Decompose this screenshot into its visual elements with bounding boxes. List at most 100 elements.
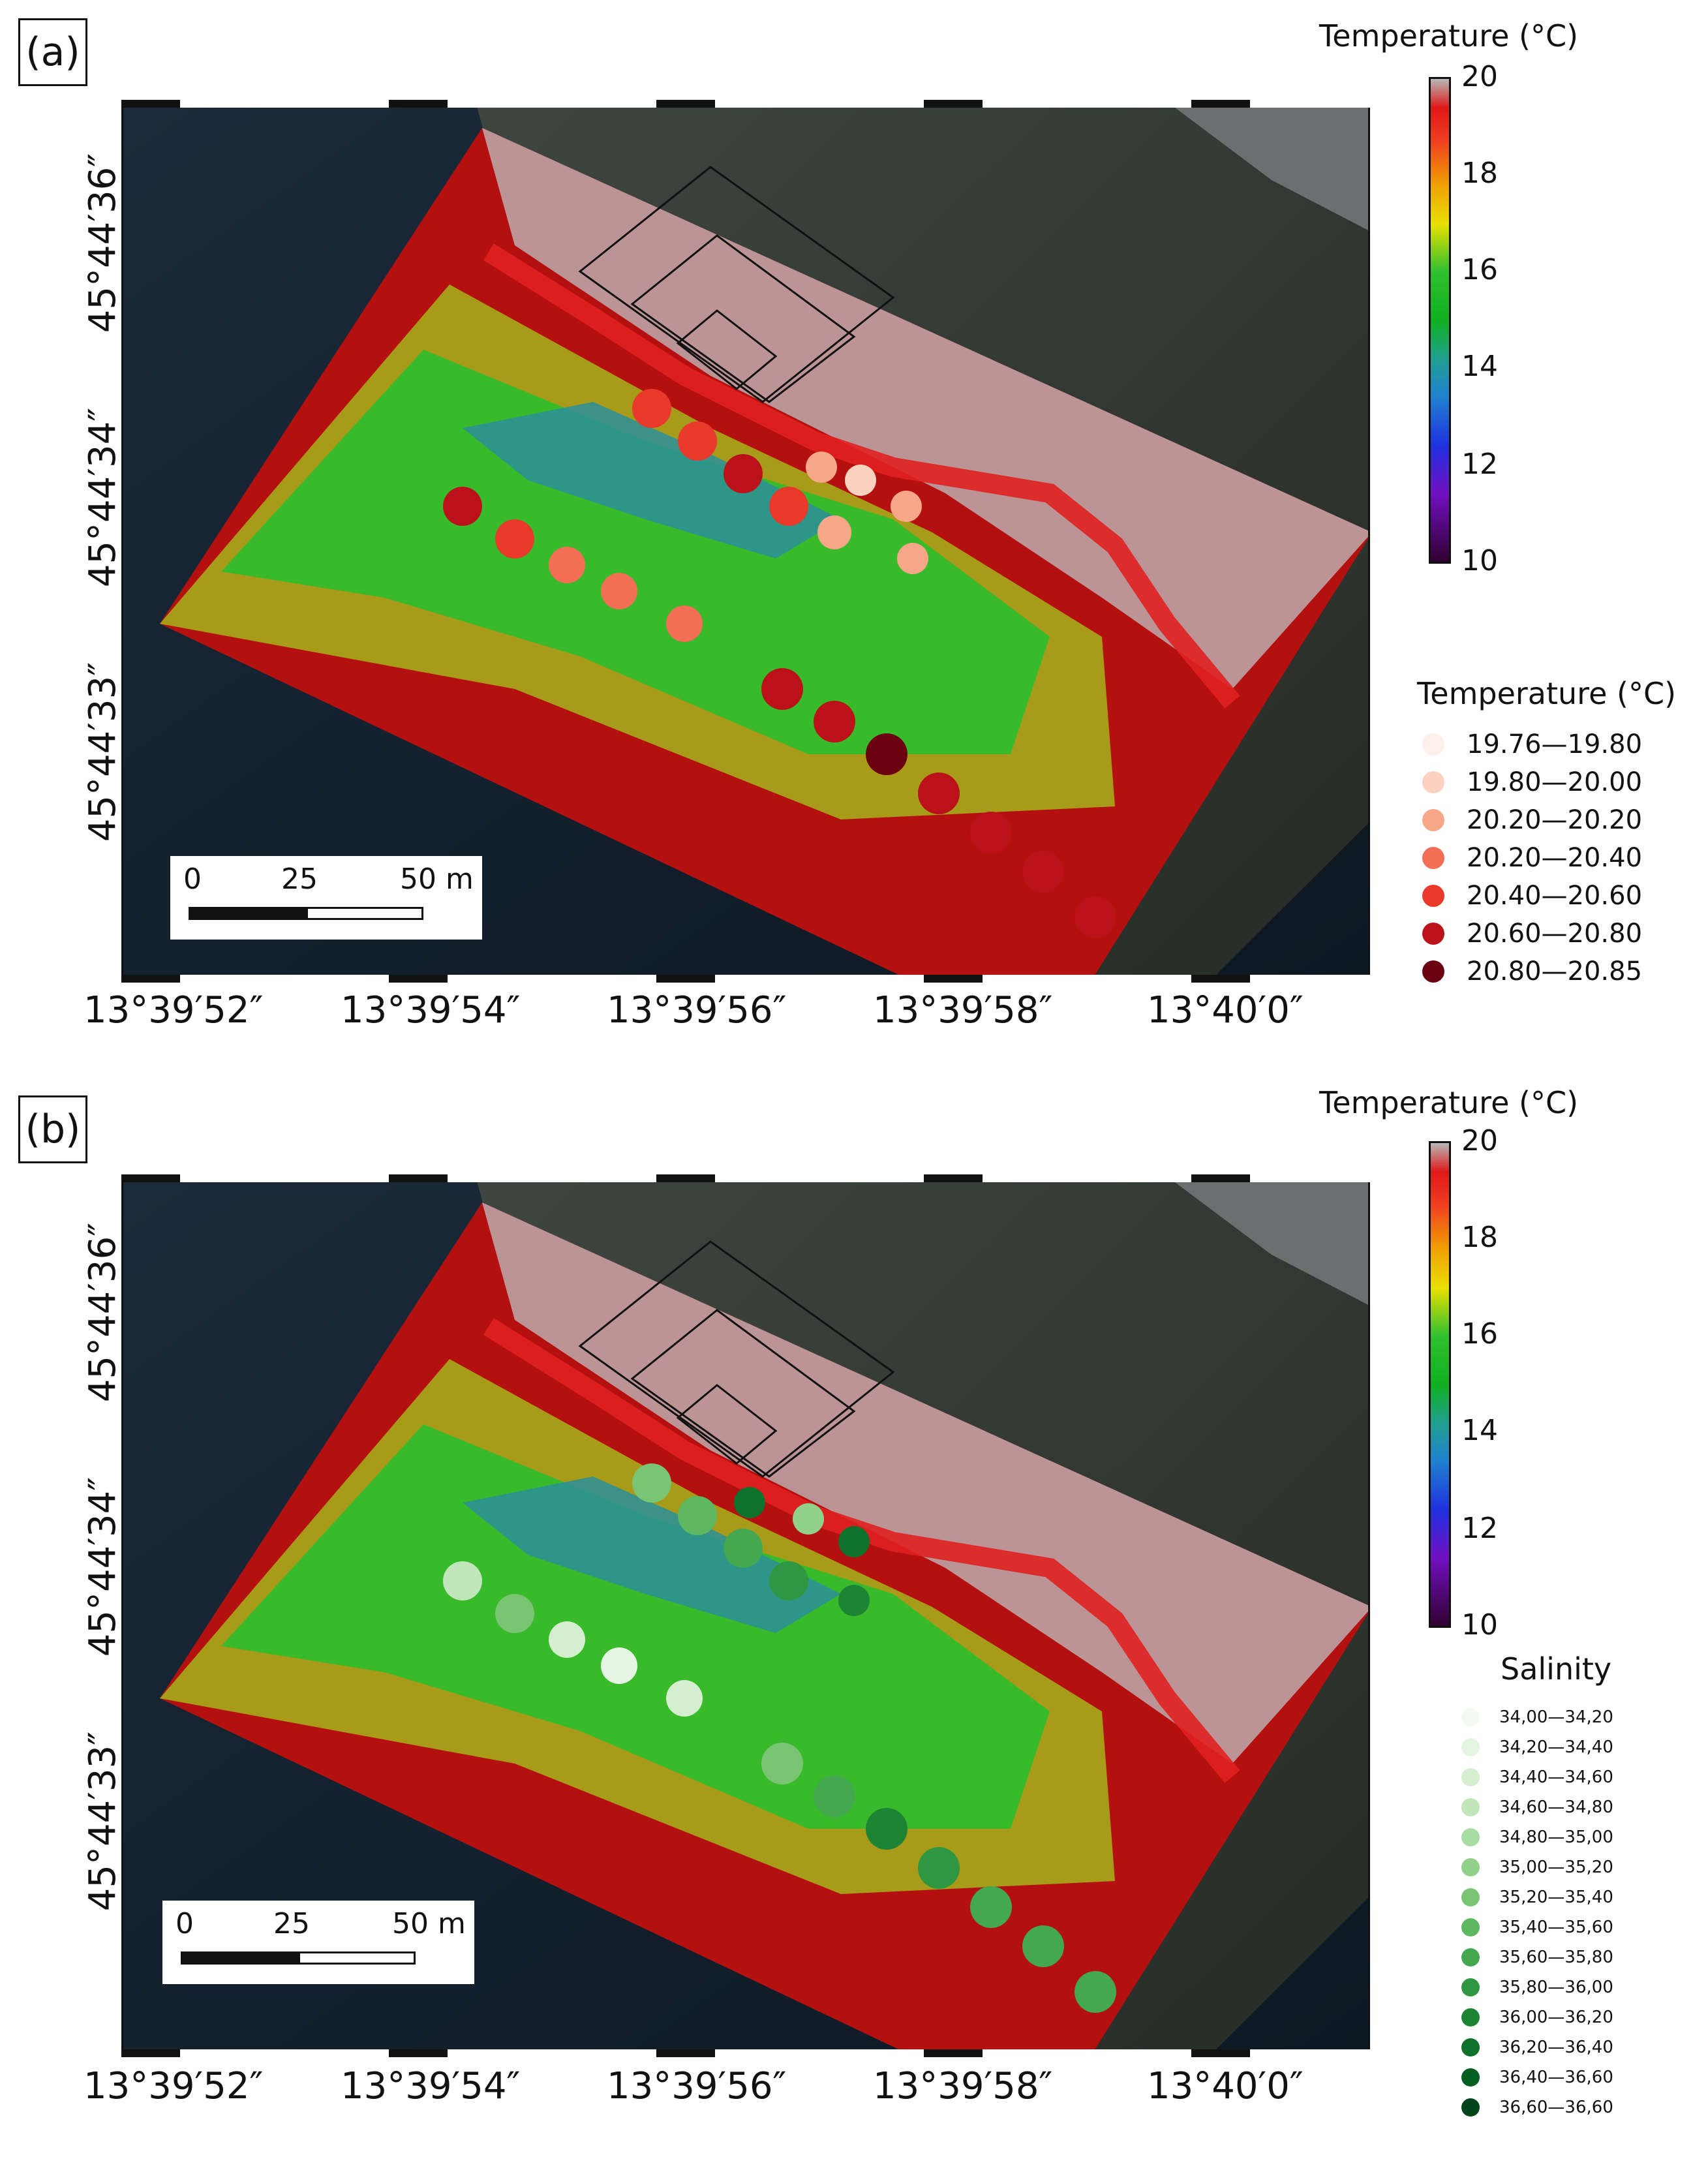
temperature-colorbar: [1429, 77, 1451, 564]
legend-label: 36,40—36,60: [1499, 2068, 1613, 2087]
legend-label: 36,60—36,60: [1499, 2098, 1613, 2117]
legend-swatch: [1422, 847, 1444, 869]
lat-label: 45°44′36″: [82, 153, 125, 333]
map-frame-bottom: [121, 975, 1370, 983]
legend-label: 20.80—20.85: [1467, 956, 1643, 987]
sampling-point: [793, 1503, 824, 1535]
legend-swatch: [1461, 1798, 1480, 1816]
scale-tick-50: 50 m: [400, 863, 474, 896]
legend-item: 20.80—20.85: [1422, 956, 1642, 987]
colorbar-title: Temperature (°C): [1319, 1085, 1579, 1120]
legend-item: 36,60—36,60: [1461, 2098, 1613, 2117]
sampling-point: [549, 1621, 585, 1658]
sampling-point: [769, 487, 808, 526]
panel-a: (a): [0, 0, 1708, 1078]
legend-label: 34,20—34,40: [1499, 1737, 1613, 1757]
legend-label: 34,80—35,00: [1499, 1828, 1613, 1847]
panel-label: (a): [18, 18, 87, 86]
sampling-point: [495, 1594, 534, 1633]
legend-swatch: [1422, 923, 1444, 945]
analysis-box-medium: [630, 234, 856, 403]
legend-swatch: [1422, 885, 1444, 907]
thermal-map[interactable]: 0 25 50 m: [121, 100, 1370, 983]
legend-item: 36,00—36,20: [1461, 2008, 1613, 2027]
legend-swatch: [1461, 2098, 1480, 2117]
legend-item: 20.40—20.60: [1422, 881, 1642, 911]
sampling-point: [769, 1561, 808, 1600]
sampling-point: [897, 543, 928, 574]
sampling-point: [814, 1775, 855, 1817]
lat-label: 45°44′36″: [82, 1222, 125, 1403]
legend-title: Temperature (°C): [1417, 676, 1677, 711]
lon-label: 13°39′54″: [341, 989, 521, 1032]
sampling-point: [918, 773, 960, 814]
scale-tick-0: 0: [175, 1907, 194, 1940]
sampling-point: [866, 1808, 907, 1850]
legend-label: 35,80—36,00: [1499, 1978, 1613, 1997]
legend-label: 35,00—35,20: [1499, 1858, 1613, 1877]
legend-item: 34,80—35,00: [1461, 1828, 1613, 1847]
lon-label: 13°39′58″: [873, 2065, 1053, 2107]
legend-swatch: [1461, 1828, 1480, 1846]
sampling-point: [761, 1743, 803, 1784]
sampling-point: [1022, 1925, 1064, 1967]
sampling-point: [678, 421, 717, 461]
sampling-point: [814, 701, 855, 742]
sampling-point: [666, 1680, 703, 1717]
legend-swatch: [1461, 2038, 1480, 2057]
scale-bar: 0 25 50 m: [162, 1901, 474, 1984]
legend-swatch: [1422, 771, 1444, 793]
lon-label: 13°39′56″: [607, 2065, 787, 2107]
legend-item: 35,40—35,60: [1461, 1918, 1613, 1937]
analysis-box-medium: [630, 1309, 856, 1478]
legend-swatch: [1422, 960, 1444, 983]
legend-label: 34,40—34,60: [1499, 1767, 1613, 1787]
sampling-point: [838, 1585, 870, 1616]
sampling-point: [1022, 851, 1064, 893]
panel-label: (b): [18, 1095, 87, 1163]
legend-item: 34,40—34,60: [1461, 1767, 1613, 1787]
colorbar-tick: 14: [1461, 1414, 1498, 1447]
sampling-point: [891, 491, 922, 522]
sampling-point: [495, 519, 534, 558]
lon-label: 13°40′0″: [1147, 989, 1304, 1032]
thermal-map[interactable]: 0 25 50 m: [121, 1174, 1370, 2057]
legend-item: 35,60—35,80: [1461, 1948, 1613, 1967]
sampling-point: [970, 812, 1012, 853]
legend-item: 34,60—34,80: [1461, 1798, 1613, 1817]
legend-swatch: [1461, 1948, 1480, 1966]
lon-label: 13°39′52″: [84, 989, 264, 1032]
map-frame-top: [121, 1174, 1370, 1182]
legend-label: 19.80—20.00: [1467, 767, 1643, 797]
colorbar-tick: 18: [1461, 1221, 1498, 1254]
road: [1167, 1176, 1368, 1305]
legend-label: 34,00—34,20: [1499, 1707, 1613, 1727]
colorbar-tick: 14: [1461, 350, 1498, 383]
lon-label: 13°39′54″: [341, 2065, 521, 2107]
legend-swatch: [1461, 1978, 1480, 1996]
scale-tick-25: 25: [273, 1907, 310, 1940]
legend-item: 34,00—34,20: [1461, 1707, 1613, 1727]
legend-swatch: [1461, 2008, 1480, 2027]
map-frame-top: [121, 100, 1370, 108]
map-frame-bottom: [121, 2049, 1370, 2057]
sampling-point: [734, 1487, 765, 1518]
legend-label: 20.60—20.80: [1467, 919, 1643, 949]
legend-swatch: [1461, 1858, 1480, 1876]
lat-label: 45°44′34″: [82, 1476, 125, 1657]
lat-label: 45°44′33″: [82, 662, 125, 842]
colorbar-tick: 20: [1461, 1124, 1498, 1157]
sampling-point: [1075, 896, 1116, 938]
map-graphic: [123, 102, 1368, 981]
sampling-point: [443, 487, 482, 526]
legend-swatch: [1461, 1918, 1480, 1936]
lon-label: 13°39′52″: [84, 2065, 264, 2107]
sampling-point: [601, 1647, 637, 1684]
lon-label: 13°40′0″: [1147, 2065, 1304, 2107]
colorbar-title: Temperature (°C): [1319, 18, 1579, 54]
sampling-point: [678, 1496, 717, 1535]
legend-swatch: [1461, 1768, 1480, 1786]
sampling-point: [838, 1526, 870, 1557]
legend-label: 35,20—35,40: [1499, 1888, 1613, 1907]
legend-item: 19.76—19.80: [1422, 729, 1642, 759]
